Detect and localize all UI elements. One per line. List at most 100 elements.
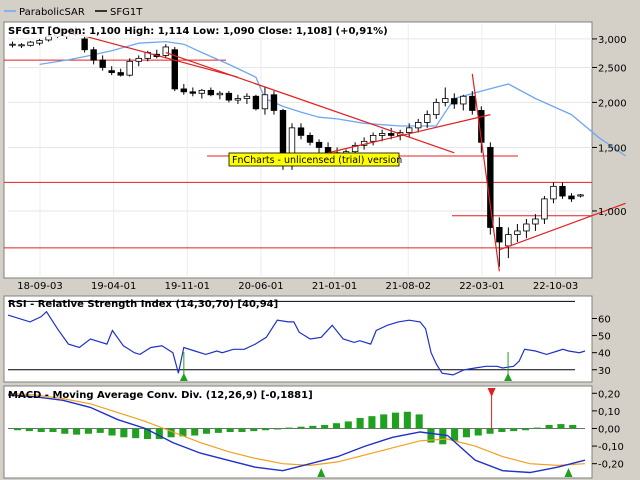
- rsi-y-tick-label: 30: [598, 366, 611, 377]
- price-x-tick-label: 19-11-01: [165, 281, 210, 292]
- price-header-bg: [5, 24, 345, 37]
- candle-body: [189, 91, 197, 94]
- macd-histogram-bar: [356, 417, 364, 429]
- candle-body: [351, 144, 359, 153]
- candle-body: [162, 46, 169, 56]
- price-x-tick-label: 18-09-03: [17, 281, 62, 292]
- macd-histogram-bar: [203, 428, 211, 434]
- rsi-signals: [179, 352, 513, 381]
- candle-body: [243, 95, 251, 99]
- rsi-grid: [8, 300, 575, 371]
- macd-sell-signal-arrow: [487, 388, 496, 397]
- candle-body: [460, 95, 467, 105]
- price-y-tick-label: 1,500: [598, 143, 627, 154]
- parabolic-sar-series: [39, 40, 626, 157]
- price-y-tick-label: 2,500: [598, 63, 627, 74]
- macd-histogram-bar: [486, 428, 494, 434]
- macd-histogram-bar: [332, 423, 341, 429]
- candle-body: [90, 49, 97, 61]
- candle-body: [108, 70, 115, 73]
- macd-histogram-bar: [498, 428, 506, 432]
- candle-body: [568, 195, 575, 200]
- price-x-tick-label: 22-10-03: [533, 281, 578, 292]
- watermark: FnCharts - unlicensed (trial) version: [228, 152, 402, 167]
- price-x-tick-label: 20-06-01: [238, 281, 283, 292]
- macd-histogram-bar: [132, 428, 140, 439]
- rsi-y-tick-label: 40: [598, 349, 611, 360]
- candle-body: [469, 95, 476, 111]
- macd-histogram-bar: [25, 428, 33, 432]
- candle-body: [252, 95, 260, 110]
- macd-histogram-bar: [427, 428, 435, 443]
- macd-histogram-bar: [250, 428, 258, 432]
- macd-histogram-bar: [380, 414, 388, 429]
- candle-body: [451, 98, 458, 105]
- rsi-series: [7, 310, 586, 376]
- macd-histogram-bar: [285, 427, 293, 429]
- candle-body: [532, 218, 539, 225]
- macd-buy-signal-arrow: [564, 468, 573, 477]
- candle-body: [234, 98, 242, 101]
- macd-histogram-bar: [533, 427, 541, 429]
- candle-body: [171, 49, 178, 90]
- candle-body: [433, 102, 440, 116]
- price-y-axis: 3,000 2,500 2,000 1,500 1,000: [592, 35, 627, 218]
- candle-body: [378, 133, 386, 136]
- macd-header: MACD - Moving Average Conv. Div. (12,26,…: [8, 390, 313, 401]
- macd-histogram-bar: [451, 428, 459, 441]
- legend-price-label: SFG1T: [110, 7, 143, 18]
- macd-histogram-bar: [510, 428, 518, 432]
- macd-histogram-bar: [84, 428, 92, 434]
- macd-histogram-bar: [49, 428, 57, 432]
- candle-body: [315, 141, 323, 148]
- candle-body: [523, 223, 530, 232]
- macd-histogram-bar: [191, 428, 199, 436]
- rsi-line: [7, 310, 586, 376]
- macd-histogram: [14, 411, 577, 445]
- macd-histogram-bar: [462, 428, 470, 438]
- candle-body: [505, 234, 512, 247]
- rsi-panel[interactable]: [3, 295, 593, 383]
- macd-histogram-bar: [569, 424, 577, 429]
- macd-histogram-bar: [545, 424, 553, 429]
- candle-body: [550, 185, 557, 200]
- candle-body: [81, 38, 88, 51]
- rsi-buy-signal-arrow: [504, 373, 513, 381]
- candle-body: [18, 44, 25, 47]
- macd-histogram-bar: [143, 428, 152, 440]
- watermark-text: FnCharts - unlicensed (trial) version: [232, 155, 402, 166]
- rsi-y-axis: 60 50 40 30: [592, 315, 611, 377]
- macd-histogram-bar: [309, 425, 317, 429]
- macd-histogram-bar: [297, 426, 305, 429]
- macd-histogram-bar: [214, 428, 222, 433]
- macd-histogram-bar: [262, 428, 270, 431]
- macd-histogram-bar: [96, 428, 104, 433]
- candle-body: [36, 40, 43, 44]
- candle-body: [442, 98, 449, 103]
- candle-body: [207, 89, 215, 96]
- price-x-tick-label: 21-08-02: [386, 281, 431, 292]
- parabolic-sar-line: [39, 40, 626, 157]
- price-x-tick-label: 21-01-01: [312, 281, 357, 292]
- trend-line: [165, 51, 455, 154]
- candle-body: [126, 60, 133, 76]
- legend: ParabolicSAR SFG1T: [4, 7, 143, 18]
- candle-body: [27, 41, 34, 46]
- candle-body: [216, 92, 224, 96]
- price-y-tick-label: 3,000: [598, 35, 627, 46]
- macd-histogram-bar: [403, 411, 411, 429]
- candle-body: [541, 198, 548, 220]
- macd-histogram-bar: [557, 424, 565, 429]
- candle-body: [297, 127, 305, 136]
- price-y-tick-label: 1,000: [598, 207, 627, 218]
- candle-body: [261, 94, 269, 110]
- candle-body: [270, 94, 278, 111]
- macd-y-tick-label: -0,10: [598, 442, 624, 453]
- candle-body: [306, 135, 314, 143]
- macd-y-axis: 0,20 0,10 0,00 -0,10 -0,20: [592, 389, 624, 471]
- macd-histogram-bar: [238, 428, 246, 432]
- macd-y-tick-label: 0,10: [598, 407, 620, 418]
- candle-body: [424, 114, 431, 123]
- macd-histogram-bar: [167, 428, 175, 438]
